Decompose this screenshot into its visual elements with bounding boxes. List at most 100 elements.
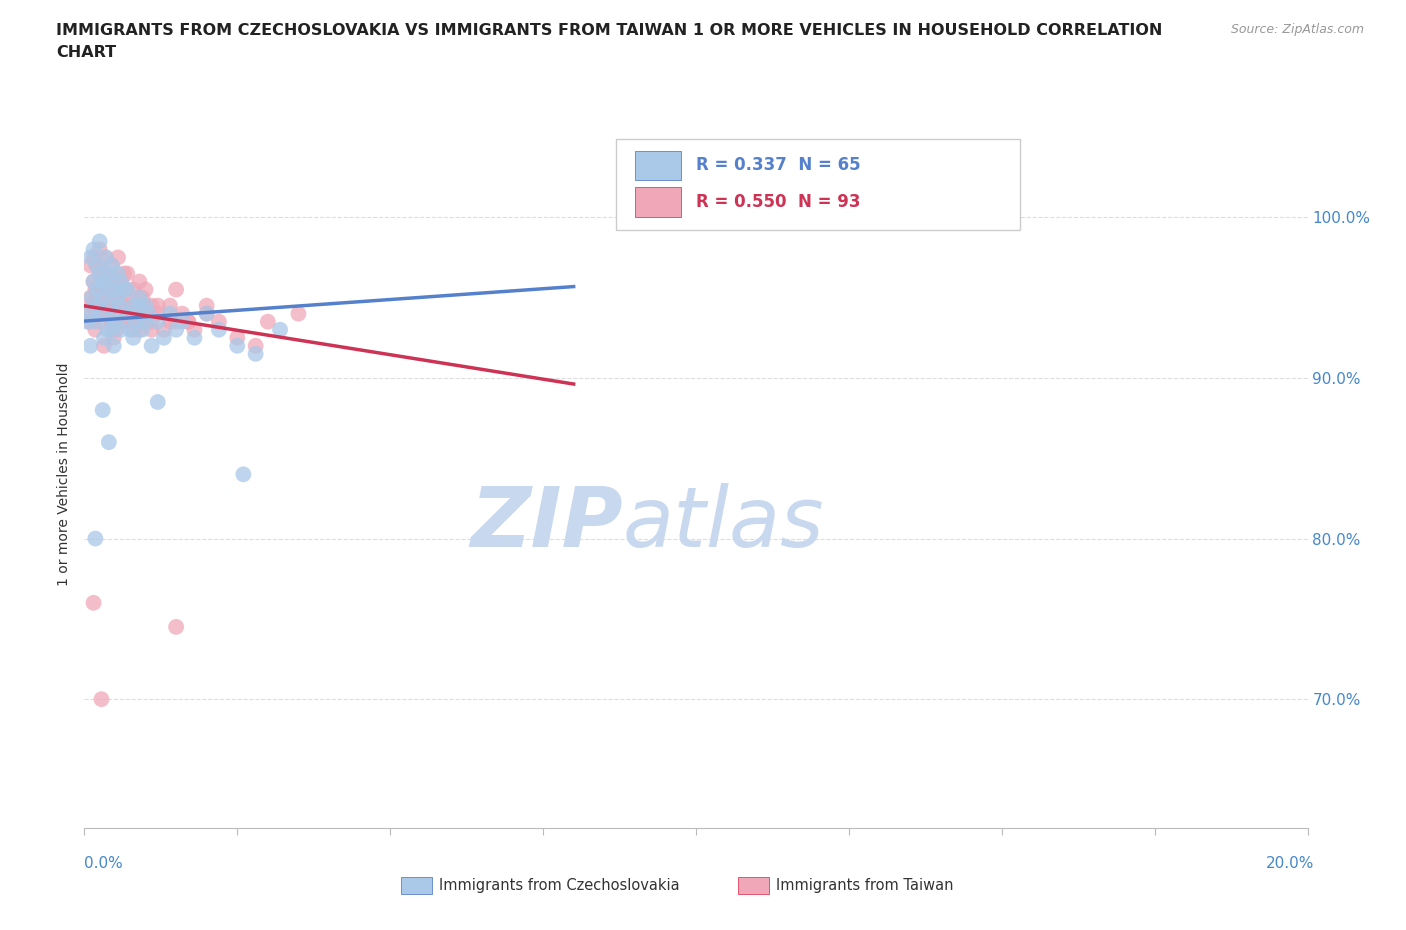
Point [172,306,194,321]
Point [122,330,145,345]
Point [94,266,117,281]
Point [87,299,110,313]
Point [90,692,112,707]
Point [110,299,132,313]
Point [125,306,148,321]
Point [87,290,110,305]
Point [115,266,138,281]
Point [103,314,125,329]
Point [91,274,114,289]
Point [97,299,120,313]
Point [107,266,129,281]
Point [141,299,163,313]
Point [98,282,121,297]
Point [138,306,160,321]
Point [97,299,120,313]
Point [98,299,121,313]
Point [94,274,117,289]
Point [97,290,120,305]
Point [91,282,114,297]
Point [108,299,131,313]
Point [110,274,132,289]
Point [159,299,181,313]
Point [107,290,129,305]
Point [105,290,128,305]
Point [131,314,153,329]
Text: 0.0%: 0.0% [84,856,124,870]
Point [104,306,127,321]
Point [195,299,218,313]
Point [195,306,218,321]
Point [97,266,120,281]
Point [128,323,150,338]
Point [120,299,142,313]
Point [929,193,952,208]
Point [90,306,112,321]
Point [128,274,150,289]
Point [165,282,187,297]
Point [91,290,114,305]
Point [122,323,145,338]
Point [120,323,142,338]
Point [146,299,169,313]
Text: 20.0%: 20.0% [1267,856,1315,870]
Point [138,306,160,321]
Point [83,250,105,265]
Point [101,323,124,338]
Point [79,339,101,353]
Point [115,282,138,297]
Text: Immigrants from Taiwan: Immigrants from Taiwan [776,878,953,893]
Point [104,274,127,289]
Bar [636,151,682,180]
Text: R = 0.337  N = 65: R = 0.337 N = 65 [696,156,860,175]
Text: CHART: CHART [56,45,117,60]
Point [287,306,309,321]
Point [89,266,111,281]
Point [77,306,100,321]
Point [87,282,110,297]
Point [79,290,101,305]
Point [89,234,111,249]
Point [80,290,103,305]
Point [153,323,176,338]
Point [86,282,108,297]
Point [104,282,127,297]
Point [125,314,148,329]
Point [125,314,148,329]
Point [115,282,138,297]
Point [93,330,115,345]
Point [97,306,120,321]
Point [91,403,114,418]
Text: ZIP: ZIP [470,484,623,565]
Point [97,323,120,338]
Point [120,314,142,329]
Point [208,323,231,338]
Point [104,299,127,313]
Point [146,394,169,409]
Text: R = 0.550  N = 93: R = 0.550 N = 93 [696,193,860,211]
Point [159,306,181,321]
Point [107,250,129,265]
Point [91,306,114,321]
Point [110,314,132,329]
Point [112,266,135,281]
Point [128,290,150,305]
Point [245,339,267,353]
Point [108,306,131,321]
Point [146,306,169,321]
Point [172,314,194,329]
Point [94,250,117,265]
Point [128,299,150,313]
Point [112,282,135,297]
Point [232,467,254,482]
Text: Source: ZipAtlas.com: Source: ZipAtlas.com [1230,23,1364,36]
Point [83,274,105,289]
Point [79,250,101,265]
Point [165,323,187,338]
Point [195,306,218,321]
Point [84,323,107,338]
Point [226,330,249,345]
Point [131,290,153,305]
Point [76,314,98,329]
Point [159,314,181,329]
